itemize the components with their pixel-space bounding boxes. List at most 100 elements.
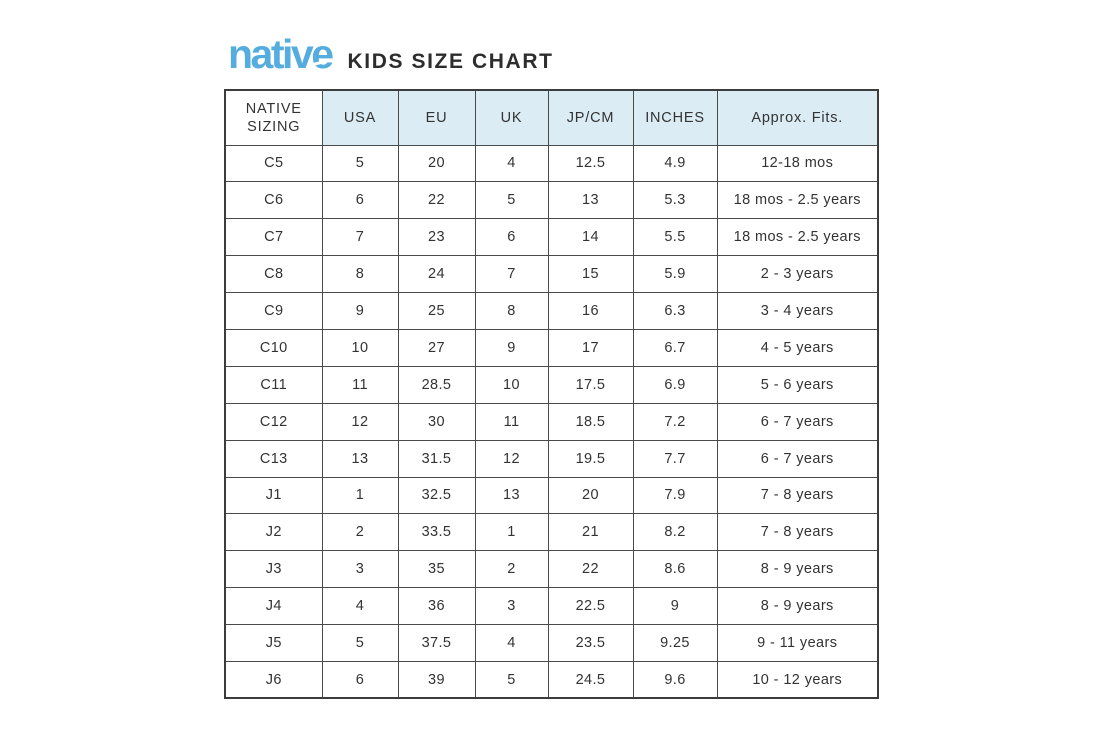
cell: 10 <box>321 328 399 367</box>
size-chart-content: native KIDS SIZE CHART NATIVE SIZING USA E… <box>224 34 879 700</box>
cell: 1 <box>474 513 549 552</box>
table-row: C7 7 23 6 14 5.5 18 mos - 2.5 years <box>224 218 879 257</box>
cell: 4 <box>474 624 549 662</box>
cell: 28.5 <box>397 365 476 404</box>
cell: 31.5 <box>397 439 476 478</box>
table-row: J5 5 37.5 4 23.5 9.25 9 - 11 years <box>224 624 879 662</box>
cell: 5.9 <box>632 255 718 294</box>
chart-header: native KIDS SIZE CHART <box>228 34 877 78</box>
cell: 7.9 <box>632 476 718 515</box>
column-header: JP/CM <box>547 89 634 146</box>
cell: 6.9 <box>632 365 718 404</box>
cell: 7 <box>321 218 399 257</box>
cell: 12-18 mos <box>716 144 879 183</box>
cell: 7 <box>474 255 549 294</box>
cell: 12 <box>474 439 549 478</box>
column-header: Approx. Fits. <box>716 89 879 146</box>
cell: 13 <box>321 439 399 478</box>
table-row: C10 10 27 9 17 6.7 4 - 5 years <box>224 328 879 367</box>
column-header: NATIVE SIZING <box>224 89 323 146</box>
cell: 5 <box>321 144 399 183</box>
cell: 6.7 <box>632 328 718 367</box>
page-title: KIDS SIZE CHART <box>347 50 554 73</box>
cell: C7 <box>224 218 323 257</box>
cell: 8 <box>321 255 399 294</box>
cell: 5 <box>321 624 399 662</box>
cell: 9.6 <box>632 660 718 699</box>
cell: 5.5 <box>632 218 718 257</box>
cell: 2 - 3 years <box>716 255 879 294</box>
cell: J3 <box>224 550 323 589</box>
cell: 10 - 12 years <box>716 660 879 699</box>
cell: 8 - 9 years <box>716 550 879 589</box>
cell: 11 <box>474 402 549 441</box>
table-row: J2 2 33.5 1 21 8.2 7 - 8 years <box>224 513 879 552</box>
cell: 11 <box>321 365 399 404</box>
table-row: C8 8 24 7 15 5.9 2 - 3 years <box>224 255 879 294</box>
table-row: C12 12 30 11 18.5 7.2 6 - 7 years <box>224 402 879 441</box>
cell: 6 <box>321 181 399 220</box>
cell: 3 - 4 years <box>716 292 879 330</box>
cell: 16 <box>547 292 634 330</box>
cell: 7.2 <box>632 402 718 441</box>
table-row: C9 9 25 8 16 6.3 3 - 4 years <box>224 292 879 330</box>
cell: 21 <box>547 513 634 552</box>
cell: 4 <box>321 587 399 626</box>
table-row: J3 3 35 2 22 8.6 8 - 9 years <box>224 550 879 589</box>
cell: 8.6 <box>632 550 718 589</box>
cell: C6 <box>224 181 323 220</box>
size-table-body: C5 5 20 4 12.5 4.9 12-18 mos C6 6 22 5 13 5.3 18 mos … <box>224 144 879 699</box>
cell: 35 <box>397 550 476 589</box>
table-row: C13 13 31.5 12 19.5 7.7 6 - 7 years <box>224 439 879 478</box>
cell: 6 - 7 years <box>716 402 879 441</box>
cell: 5.3 <box>632 181 718 220</box>
cell: C11 <box>224 365 323 404</box>
cell: 8.2 <box>632 513 718 552</box>
table-row: C6 6 22 5 13 5.3 18 mos - 2.5 years <box>224 181 879 220</box>
cell: 33.5 <box>397 513 476 552</box>
cell: 23.5 <box>547 624 634 662</box>
table-row: C11 11 28.5 10 17.5 6.9 5 - 6 years <box>224 365 879 404</box>
cell: 6.3 <box>632 292 718 330</box>
cell: C5 <box>224 144 323 183</box>
cell: 9 <box>321 292 399 330</box>
cell: 8 <box>474 292 549 330</box>
cell: 3 <box>321 550 399 589</box>
cell: C13 <box>224 439 323 478</box>
cell: 17.5 <box>547 365 634 404</box>
cell: C8 <box>224 255 323 294</box>
cell: 24.5 <box>547 660 634 699</box>
cell: 15 <box>547 255 634 294</box>
cell: 12.5 <box>547 144 634 183</box>
table-row: J1 1 32.5 13 20 7.9 7 - 8 years <box>224 476 879 515</box>
cell: C9 <box>224 292 323 330</box>
cell: 7 - 8 years <box>716 513 879 552</box>
cell: J2 <box>224 513 323 552</box>
cell: 18 mos - 2.5 years <box>716 181 879 220</box>
table-row: C5 5 20 4 12.5 4.9 12-18 mos <box>224 144 879 183</box>
cell: 8 - 9 years <box>716 587 879 626</box>
cell: 3 <box>474 587 549 626</box>
cell: 24 <box>397 255 476 294</box>
cell: J1 <box>224 476 323 515</box>
cell: 18 mos - 2.5 years <box>716 218 879 257</box>
cell: 25 <box>397 292 476 330</box>
cell: 7 - 8 years <box>716 476 879 515</box>
cell: 4 <box>474 144 549 183</box>
cell: 13 <box>547 181 634 220</box>
cell: 4.9 <box>632 144 718 183</box>
cell: 1 <box>321 476 399 515</box>
size-chart-table: NATIVE SIZING USA EU UK JP/CM INCHES Approx. F… <box>224 89 879 700</box>
size-table-head-row: NATIVE SIZING USA EU UK JP/CM INCHES Approx. F… <box>224 89 879 146</box>
cell: 18.5 <box>547 402 634 441</box>
cell: J5 <box>224 624 323 662</box>
column-header: UK <box>474 89 549 146</box>
cell: 22 <box>547 550 634 589</box>
cell: 7.7 <box>632 439 718 478</box>
table-row: J4 4 36 3 22.5 9 8 - 9 years <box>224 587 879 626</box>
cell: 5 <box>474 181 549 220</box>
column-header: USA <box>321 89 399 146</box>
cell: 39 <box>397 660 476 699</box>
column-header: EU <box>397 89 476 146</box>
